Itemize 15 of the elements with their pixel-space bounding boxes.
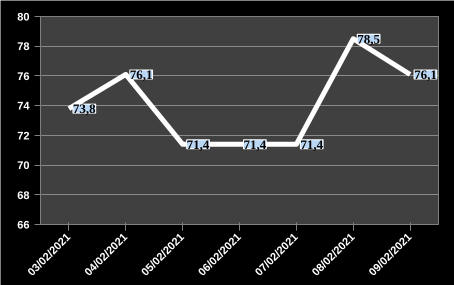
data-label: 76,1 bbox=[130, 66, 153, 82]
y-tick-label: 66 bbox=[17, 220, 30, 232]
data-label: 71,4 bbox=[186, 136, 210, 152]
data-label: 73,8 bbox=[72, 101, 96, 116]
data-label: 71,4 bbox=[300, 136, 324, 152]
y-tick-label: 78 bbox=[17, 41, 30, 54]
y-tick-label: 68 bbox=[17, 190, 30, 202]
y-tick-label: 72 bbox=[17, 130, 30, 142]
data-label: 71,4 bbox=[244, 136, 267, 152]
y-tick-label: 80 bbox=[17, 12, 30, 24]
data-label: 78,5 bbox=[357, 31, 380, 46]
y-tick-label: 70 bbox=[17, 160, 30, 172]
data-label: 76,1 bbox=[414, 66, 437, 82]
y-tick-label: 74 bbox=[17, 100, 30, 113]
y-tick-label: 76 bbox=[17, 70, 30, 83]
